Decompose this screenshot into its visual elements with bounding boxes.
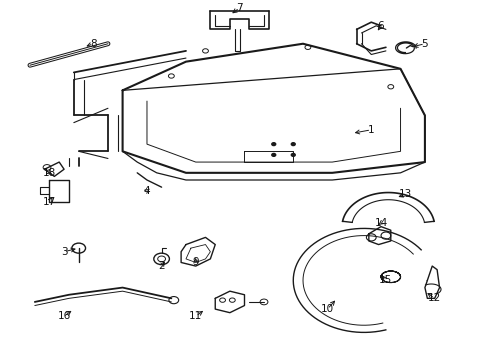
Text: 1: 1	[367, 125, 374, 135]
Text: 9: 9	[192, 257, 199, 267]
Text: 12: 12	[427, 293, 440, 303]
Circle shape	[291, 153, 295, 156]
Text: 3: 3	[61, 247, 67, 257]
Text: 14: 14	[374, 218, 387, 228]
Circle shape	[271, 143, 275, 145]
Text: 4: 4	[143, 186, 150, 196]
Text: 18: 18	[43, 168, 56, 178]
Text: 15: 15	[379, 275, 392, 285]
Circle shape	[291, 143, 295, 145]
Text: 6: 6	[377, 21, 384, 31]
Text: 10: 10	[320, 304, 333, 314]
Text: 8: 8	[90, 39, 97, 49]
Text: 7: 7	[236, 3, 243, 13]
Circle shape	[271, 153, 275, 156]
Text: 11: 11	[189, 311, 202, 321]
Text: 2: 2	[158, 261, 164, 271]
Text: 5: 5	[421, 39, 427, 49]
Text: 16: 16	[58, 311, 71, 321]
Text: 13: 13	[398, 189, 411, 199]
Text: 17: 17	[43, 197, 56, 207]
